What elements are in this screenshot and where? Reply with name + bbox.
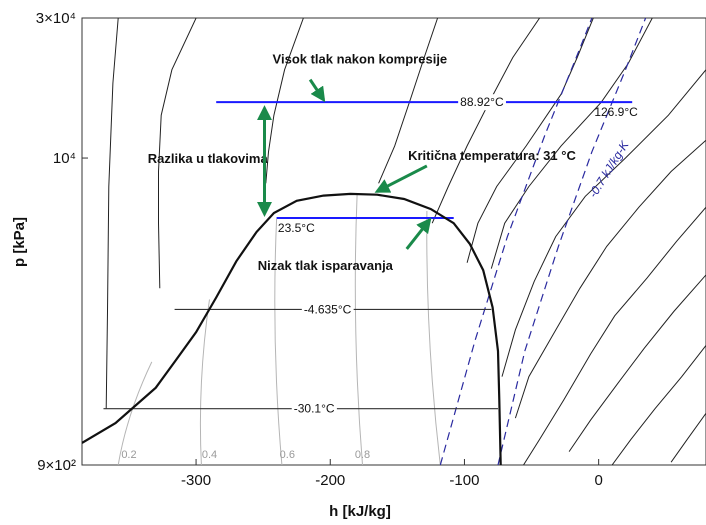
isotherm-label: -30.1°C <box>294 402 335 416</box>
quality-line <box>199 299 210 465</box>
x-tick-label: -300 <box>181 472 211 489</box>
annotation-arrow <box>308 78 326 103</box>
isotherm-curve-bg <box>431 18 541 224</box>
isotherm-curve-bg <box>265 18 304 184</box>
quality-line <box>354 194 363 465</box>
annotation-arrow <box>405 217 432 250</box>
isotherm-curve-bg <box>670 413 706 463</box>
quality-line <box>426 210 441 465</box>
isotherm-label: -4.635°C <box>304 302 352 316</box>
isotherm-label-bg <box>291 400 337 417</box>
saturation-dome <box>82 192 502 465</box>
isentrope-line <box>439 18 593 465</box>
isotherm-curve-bg <box>158 18 197 289</box>
isotherm-label-bg <box>458 94 506 111</box>
annotation-text: Visok tlak nakon kompresije <box>273 51 448 66</box>
isotherm-label: 23.5°C <box>278 221 315 235</box>
isotherm-label: 126.9°C <box>594 105 638 119</box>
y-tick-label: 9×10² <box>37 457 76 474</box>
plot-area <box>81 17 706 466</box>
isotherm-curve-bg <box>568 274 706 452</box>
quality-line <box>117 361 153 465</box>
annotation-text: Razlika u tlakovima <box>148 151 269 166</box>
x-tick-label: -100 <box>449 472 479 489</box>
isotherm-curve-bg <box>378 18 439 184</box>
annotation-text: Nizak tlak isparavanja <box>258 258 394 273</box>
annotation-text: Kritična temperatura: 31 °C <box>408 148 576 163</box>
quality-label: 0.2 <box>121 449 136 461</box>
quality-label: 0.8 <box>355 449 370 461</box>
x-tick-label: 0 <box>594 472 602 489</box>
isotherm-curve-bg <box>523 206 706 465</box>
quality-label: 0.4 <box>202 449 217 461</box>
isentrope-line <box>497 18 647 465</box>
isotherm-curve-bg <box>466 18 594 263</box>
isotherm-label-bg <box>301 301 354 318</box>
y-axis-label: p [kPa] <box>11 217 28 267</box>
annotation-arrow <box>374 164 428 193</box>
isotherm-curve-bg <box>514 139 706 419</box>
isotherm-label: 88.92°C <box>460 95 504 109</box>
isotherm-curve-bg <box>611 345 706 465</box>
isotherm-curve-bg <box>105 18 119 409</box>
quality-label: 0.6 <box>280 449 295 461</box>
x-tick-label: -200 <box>315 472 345 489</box>
y-tick-label: 10⁴ <box>53 150 76 167</box>
isotherm-curve-bg <box>501 69 706 377</box>
quality-line <box>274 218 283 465</box>
y-tick-label: 3×10⁴ <box>36 10 76 27</box>
x-axis-label: h [kJ/kg] <box>329 503 391 520</box>
